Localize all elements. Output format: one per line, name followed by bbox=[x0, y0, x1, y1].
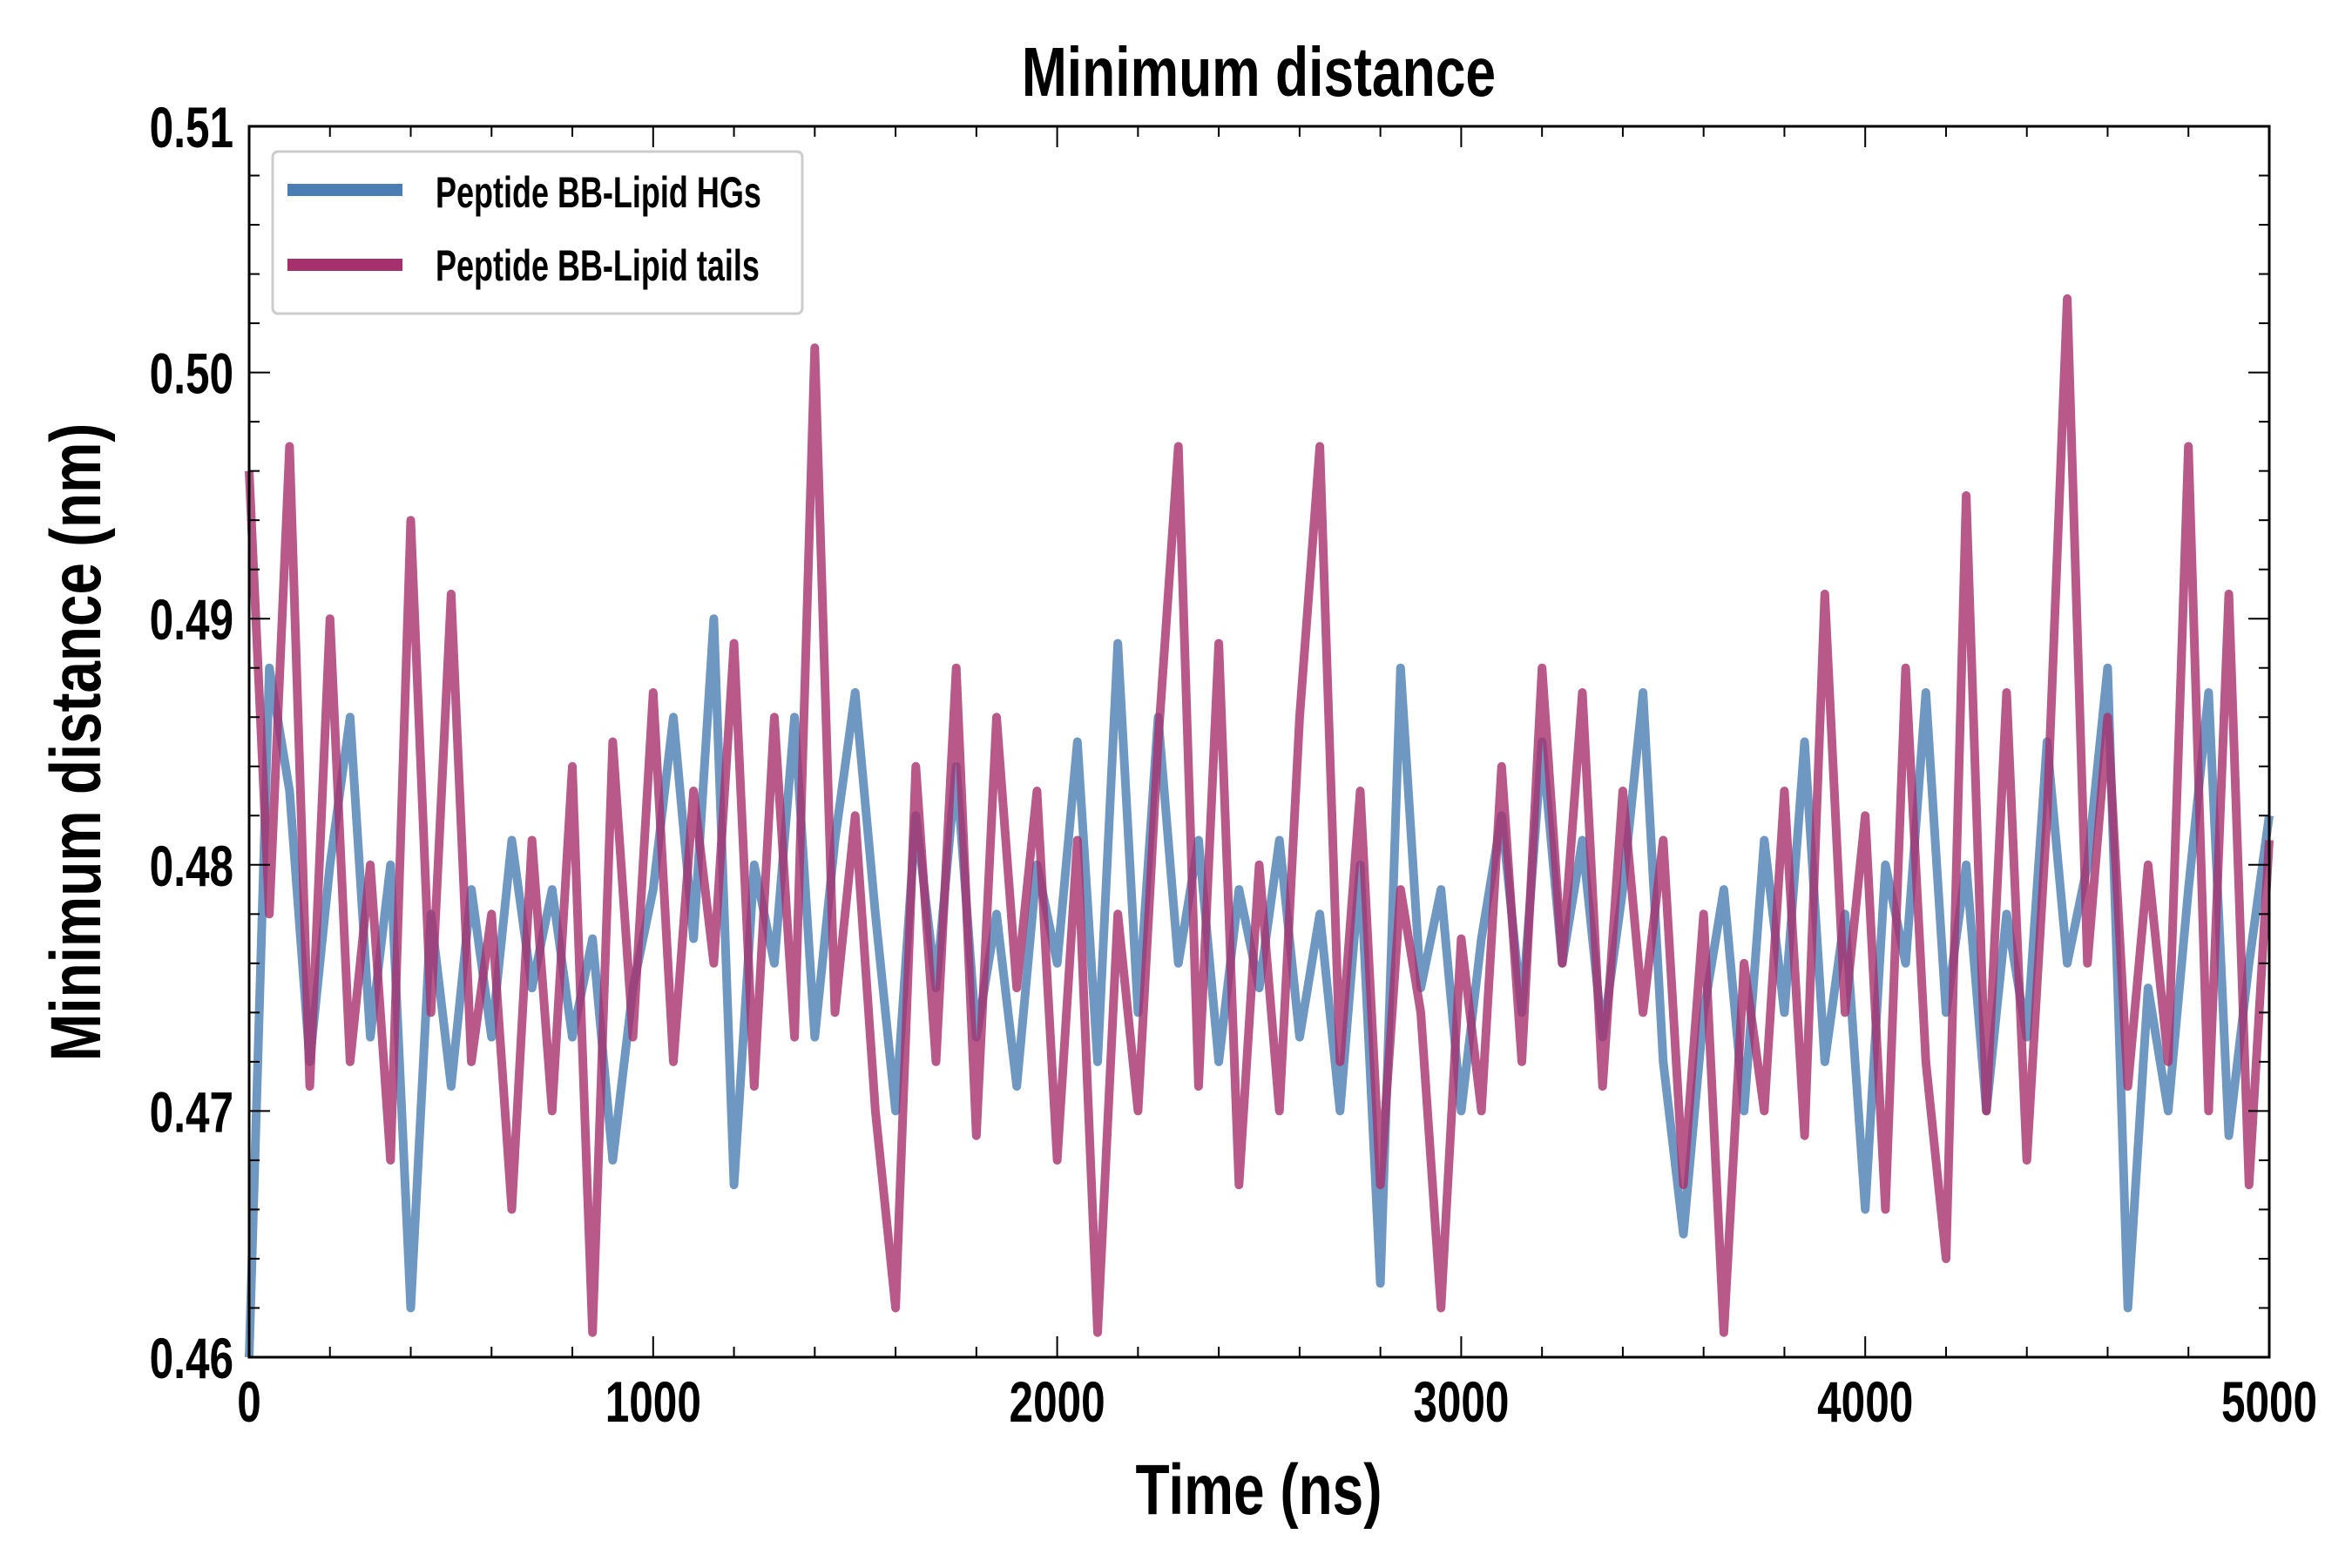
x-tick-label: 2000 bbox=[1010, 1370, 1105, 1435]
y-tick-label: 0.48 bbox=[150, 835, 233, 899]
y-tick-label: 0.46 bbox=[150, 1327, 233, 1391]
x-axis-label: Time (ns) bbox=[1135, 1449, 1382, 1530]
y-tick-label: 0.51 bbox=[150, 96, 233, 160]
x-tick-label: 0 bbox=[237, 1370, 261, 1435]
legend-label-hgs: Peptide BB-Lipid HGs bbox=[436, 169, 761, 217]
y-tick-label: 0.50 bbox=[150, 342, 233, 407]
series-line-1 bbox=[245, 294, 2274, 1337]
legend: Peptide BB-Lipid HGs Peptide BB-Lipid ta… bbox=[271, 150, 804, 315]
tick-layer: 0 1000 2000 3000 4000 5000 0.46 0.47 0.48 0.49 0.5… bbox=[150, 96, 2317, 1435]
legend-box bbox=[271, 150, 804, 315]
x-tick-label: 5000 bbox=[2221, 1370, 2317, 1435]
legend-label-tails: Peptide BB-Lipid tails bbox=[436, 242, 760, 290]
series-line-0 bbox=[245, 614, 2274, 1358]
x-tick-label: 1000 bbox=[605, 1370, 701, 1435]
y-tick-label: 0.47 bbox=[150, 1081, 233, 1146]
y-tick-label: 0.49 bbox=[150, 588, 233, 652]
x-tick-label: 4000 bbox=[1817, 1370, 1913, 1435]
y-axis-label: Minimum distance (nm) bbox=[36, 423, 116, 1062]
chart-title: Minimum distance bbox=[1022, 34, 1496, 112]
x-tick-label: 3000 bbox=[1413, 1370, 1509, 1435]
plot-frame bbox=[247, 125, 2271, 1359]
series-layer bbox=[245, 294, 2274, 1358]
